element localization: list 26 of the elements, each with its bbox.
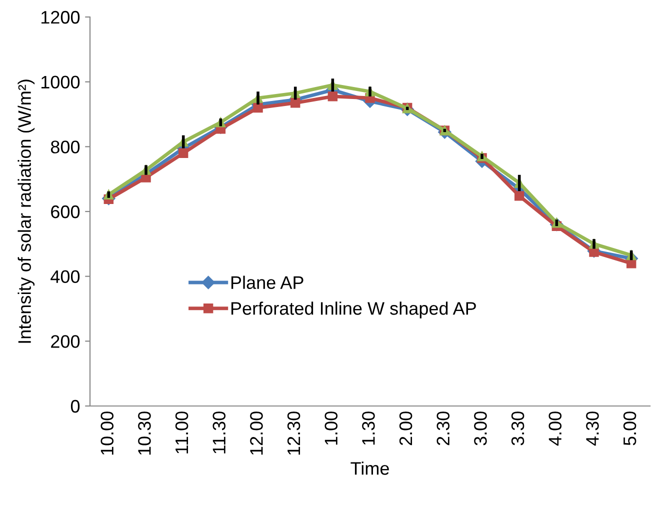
- x-tick-label: 3.30: [511, 412, 524, 446]
- x-tick-label: 2.30: [436, 412, 450, 446]
- x-tick-label: 10.00: [100, 412, 114, 455]
- y-tick-label: 800: [50, 140, 80, 154]
- x-tick-label: 1.00: [324, 412, 338, 445]
- x-tick-label: 11.30: [212, 412, 226, 454]
- y-tick-label: 0: [70, 400, 80, 413]
- x-axis-title: Time: [350, 462, 389, 475]
- x-tick-label: 4.00: [548, 412, 562, 446]
- y-tick-label: 400: [50, 270, 80, 284]
- x-tick-label: 12.30: [287, 412, 300, 455]
- y-axis-title: Intensity of solar radiation (W/m²): [18, 80, 35, 343]
- x-tick-label: 12.00: [250, 412, 263, 455]
- y-tick-label: 1000: [41, 76, 80, 89]
- y-tick-label: 600: [51, 205, 80, 218]
- y-tick-label: 200: [51, 335, 80, 348]
- legend-label: Perforated Inline W shaped AP: [231, 302, 476, 318]
- x-tick-label: 5.00: [623, 412, 636, 446]
- x-tick-label: 2.00: [399, 412, 412, 446]
- x-tick-label: 3.00: [474, 412, 487, 446]
- y-tick-label: 1200: [41, 10, 80, 24]
- x-tick-label: 10.30: [138, 412, 151, 455]
- x-tick-label: 4.30: [586, 412, 599, 446]
- x-tick-label: 11.00: [175, 412, 188, 454]
- x-tick-label: 1.30: [362, 412, 375, 445]
- legend-label: Plane AP: [231, 276, 304, 289]
